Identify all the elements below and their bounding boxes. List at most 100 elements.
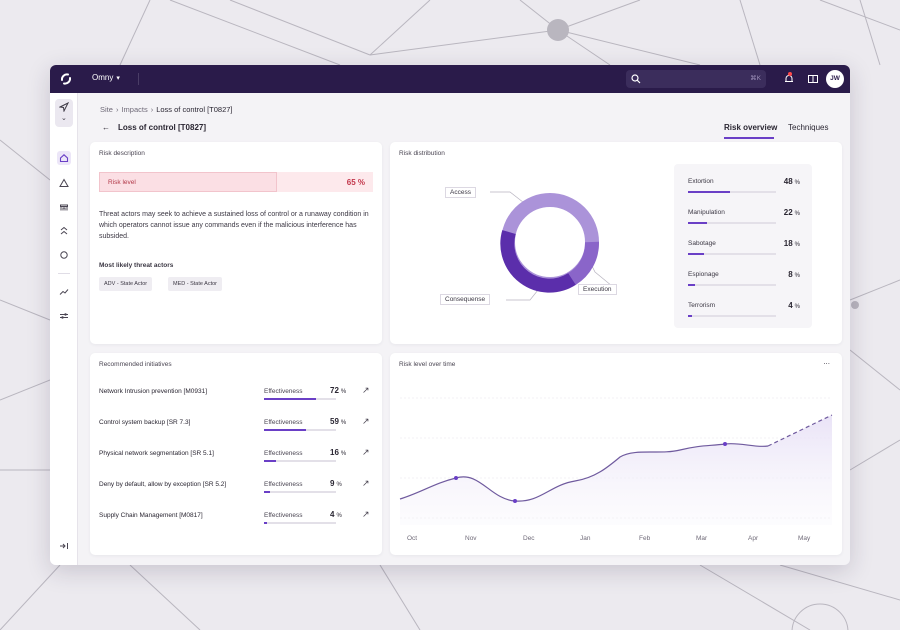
effectiveness-label: Effectiveness <box>264 419 303 426</box>
value-unit: % <box>340 420 347 426</box>
x-axis-label: Apr <box>748 535 759 542</box>
progress-track <box>688 315 776 317</box>
page-header: ← Loss of control [T0827] <box>102 123 206 132</box>
tab-risk-overview[interactable]: Risk overview <box>724 123 777 139</box>
sidebar-item-alerts[interactable] <box>57 176 71 190</box>
org-name: Omny <box>92 73 114 82</box>
effectiveness-value: 16% <box>330 448 346 457</box>
category-name: Sabotage <box>688 240 716 247</box>
page-title: Loss of control [T0827] <box>118 123 207 132</box>
initiative-row[interactable]: Supply Chain Management [M0817] Effectiv… <box>99 509 371 529</box>
progress-track <box>688 191 776 193</box>
chevron-down-icon: ▾ <box>116 75 120 82</box>
effectiveness-fill <box>264 460 276 462</box>
sidebar-collapse-button[interactable] <box>57 539 71 553</box>
initiative-name: Network Intrusion prevention [M0931] <box>99 388 208 395</box>
threat-actor-chip[interactable]: ADV - State Actor <box>99 277 153 291</box>
value-number: 9 <box>330 479 335 488</box>
navigate-menu-button[interactable]: ⌄ <box>55 99 73 127</box>
effectiveness-value: 4% <box>330 510 342 519</box>
trend-icon <box>59 289 69 295</box>
book-icon[interactable] <box>807 73 819 85</box>
recommended-initiatives-card: Recommended initiatives Network Intrusio… <box>90 353 382 555</box>
value-number: 16 <box>330 448 339 457</box>
threat-actors-title: Most likely threat actors <box>99 262 174 269</box>
more-options-button[interactable]: ... <box>823 357 830 366</box>
search-input[interactable]: ⌘K <box>626 70 766 88</box>
x-axis-label: Dec <box>523 535 535 542</box>
chart-point[interactable] <box>454 476 458 480</box>
x-axis-label: Nov <box>465 535 477 542</box>
active-tab-indicator <box>724 137 774 139</box>
value-unit: % <box>794 180 800 186</box>
sidebar-item-hierarchy[interactable] <box>57 224 71 238</box>
chart-point[interactable] <box>723 442 727 446</box>
sidebar: ⌄ <box>50 93 78 565</box>
category-value: 4% <box>788 301 800 310</box>
user-avatar[interactable]: JW <box>826 70 844 88</box>
risk-description-card: Risk description Risk level 65 % Threat … <box>90 142 382 344</box>
effectiveness-track <box>264 398 336 400</box>
risk-level-value: 65 % <box>346 178 365 187</box>
x-axis-label: Jan <box>580 535 591 542</box>
arrow-up-right-icon[interactable]: ↗ <box>362 478 370 488</box>
category-name: Terrorism <box>688 302 716 309</box>
threat-actor-chip[interactable]: MED - State Actor <box>168 277 223 291</box>
sidebar-divider <box>58 273 70 274</box>
initiative-name: Deny by default, allow by exception [SR … <box>99 481 227 488</box>
tab-techniques[interactable]: Techniques <box>788 123 828 132</box>
risk-level-label: Risk level <box>108 179 136 186</box>
progress-track <box>688 222 776 224</box>
category-value: 18% <box>784 239 800 248</box>
category-value: 22% <box>784 208 800 217</box>
x-axis-label: Feb <box>639 535 651 542</box>
effectiveness-track <box>264 460 336 462</box>
org-switcher[interactable]: Omny ▾ <box>92 73 120 82</box>
chart-line-forecast <box>767 414 833 447</box>
initiative-row[interactable]: Control system backup [SR 7.3] Effective… <box>99 416 371 436</box>
distribution-row: Espionage 8% <box>688 270 800 295</box>
store-icon <box>60 204 68 211</box>
initiative-row[interactable]: Network Intrusion prevention [M0931] Eff… <box>99 385 371 405</box>
risk-over-time-card: Risk level over time ... Oct Nov <box>390 353 842 555</box>
category-name: Espionage <box>688 271 719 278</box>
sidebar-item-home[interactable] <box>57 151 71 165</box>
category-name: Extortion <box>688 178 714 185</box>
breadcrumb-impacts[interactable]: Impacts <box>121 105 148 114</box>
card-title: Risk distribution <box>399 150 445 157</box>
card-title: Risk level over time <box>399 361 456 368</box>
arrow-up-right-icon[interactable]: ↗ <box>362 416 370 426</box>
value-number: 72 <box>330 386 339 395</box>
value-number: 18 <box>783 239 793 248</box>
search-icon <box>631 74 641 84</box>
breadcrumb-site[interactable]: Site <box>100 105 113 114</box>
chart-point[interactable] <box>513 499 517 503</box>
effectiveness-track <box>264 491 336 493</box>
initiative-row[interactable]: Deny by default, allow by exception [SR … <box>99 478 371 498</box>
risk-level-fill <box>99 172 278 192</box>
effectiveness-value: 9% <box>330 479 342 488</box>
chart-area-fill <box>400 415 832 525</box>
arrow-up-right-icon[interactable]: ↗ <box>362 509 370 519</box>
value-unit: % <box>336 482 342 488</box>
sidebar-item-settings[interactable] <box>57 309 71 323</box>
arrow-up-right-icon[interactable]: ↗ <box>362 447 370 457</box>
donut-chart <box>490 191 613 301</box>
effectiveness-track <box>264 522 336 524</box>
sidebar-item-sites[interactable] <box>57 200 71 214</box>
effectiveness-fill <box>264 398 316 400</box>
effectiveness-label: Effectiveness <box>264 512 303 519</box>
breadcrumb: Site › Impacts › Loss of control [T0827] <box>100 105 233 114</box>
logo-icon[interactable] <box>58 71 74 87</box>
initiative-row[interactable]: Physical network segmentation [SR 5.1] E… <box>99 447 371 467</box>
back-arrow-icon[interactable]: ← <box>102 123 110 132</box>
progress-fill <box>688 284 696 286</box>
value-number: 4 <box>788 301 793 310</box>
distribution-row: Terrorism 4% <box>688 301 800 326</box>
sidebar-item-objects[interactable] <box>57 248 71 262</box>
sidebar-item-trends[interactable] <box>57 285 71 299</box>
arrow-up-right-icon[interactable]: ↗ <box>362 385 370 395</box>
value-unit: % <box>340 451 347 457</box>
card-title: Recommended initiatives <box>99 361 172 368</box>
notification-dot <box>788 72 792 76</box>
